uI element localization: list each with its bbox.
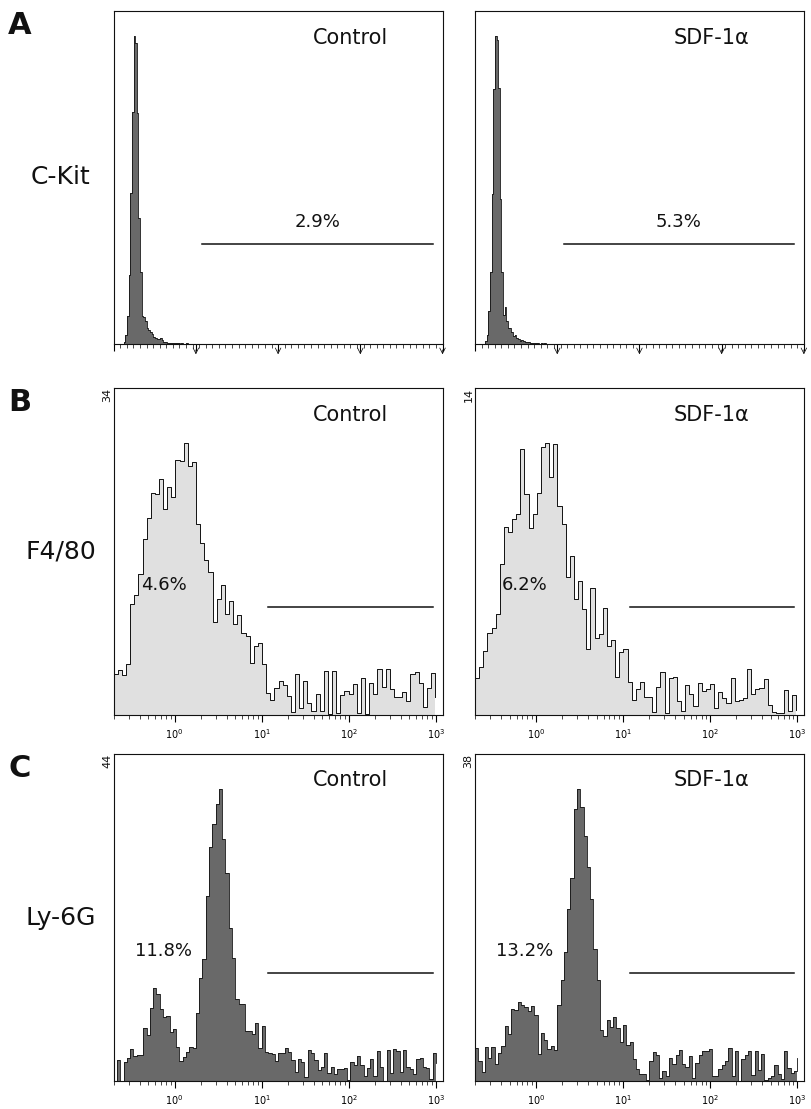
Text: C: C: [8, 754, 31, 783]
Text: 44: 44: [102, 754, 112, 769]
Text: C-Kit: C-Kit: [31, 165, 91, 190]
Text: Control: Control: [312, 28, 388, 48]
Text: Control: Control: [312, 405, 388, 425]
Text: SDF-1α: SDF-1α: [673, 771, 749, 791]
Text: 6.2%: 6.2%: [501, 577, 547, 594]
Text: Ly-6G: Ly-6G: [26, 906, 96, 929]
Text: Control: Control: [312, 771, 388, 791]
Text: 2.9%: 2.9%: [294, 213, 340, 231]
Text: SDF-1α: SDF-1α: [673, 405, 749, 425]
Text: F4/80: F4/80: [25, 540, 97, 563]
Text: 13.2%: 13.2%: [496, 943, 553, 960]
Text: A: A: [8, 11, 32, 40]
Text: SDF-1α: SDF-1α: [673, 28, 749, 48]
Text: 4.6%: 4.6%: [140, 577, 187, 594]
Text: B: B: [8, 388, 31, 417]
Text: 14: 14: [463, 388, 473, 403]
Text: 38: 38: [463, 754, 473, 769]
Text: 34: 34: [102, 388, 112, 403]
Text: 11.8%: 11.8%: [135, 943, 192, 960]
Text: 5.3%: 5.3%: [655, 213, 701, 231]
